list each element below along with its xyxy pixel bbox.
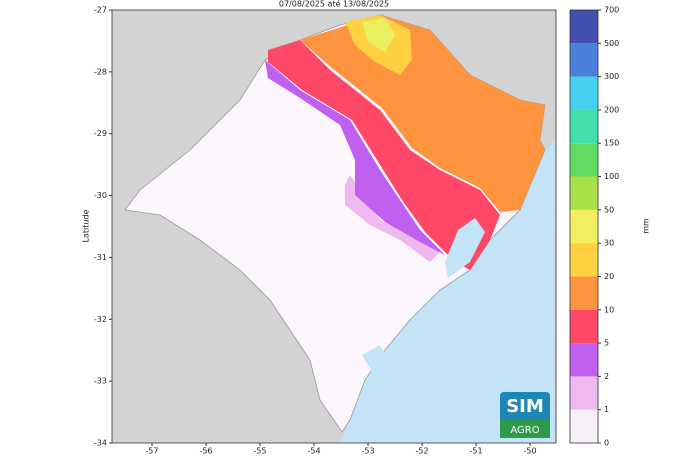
colorbar-segment (570, 309, 598, 344)
colorbar-tick-label: 300 (604, 72, 619, 81)
y-tick-label: -28 (94, 67, 107, 76)
x-tick-label: -52 (416, 447, 429, 455)
colorbar-segment (570, 109, 598, 144)
colorbar-tick-label: 1 (604, 405, 609, 414)
colorbar-segment (570, 76, 598, 110)
y-tick-label: -33 (94, 377, 107, 386)
colorbar-tick-label: 200 (604, 105, 619, 114)
y-tick-label: -34 (94, 439, 107, 448)
map-frame (111, 9, 557, 444)
colorbar-segment (570, 143, 598, 177)
y-tick-label: -30 (94, 191, 107, 200)
y-tick-label: -27 (94, 6, 107, 15)
map-title: 07/08/2025 até 13/08/2025 (279, 0, 389, 9)
colorbar-tick-label: 50 (604, 205, 614, 214)
logo-band (500, 420, 550, 438)
colorbar-segment (570, 376, 598, 410)
x-tick-label: -51 (470, 447, 483, 455)
rain-1-2 (345, 175, 440, 262)
logo-bottom: AGRO (510, 425, 539, 436)
x-tick-label: -53 (361, 447, 374, 455)
colorbar-tick-label: 150 (604, 139, 619, 148)
y-tick-label: -29 (94, 129, 107, 138)
rain-2-5 (265, 60, 445, 255)
rain-30-50 (362, 18, 395, 52)
x-tick-label: -54 (307, 447, 320, 455)
colorbar-tick-label: 10 (604, 305, 614, 314)
colorbar-segment (570, 209, 598, 244)
x-tick-label: -50 (524, 447, 537, 455)
colorbar-tick-label: 100 (604, 172, 619, 181)
colorbar-segment (570, 43, 598, 77)
y-tick-label: -31 (94, 253, 107, 262)
colorbar-segment (570, 176, 598, 210)
y-axis-label: Latitude (82, 209, 91, 242)
colorbar-tick-label: 0 (604, 439, 609, 448)
colorbar-tick-label: 2 (604, 372, 609, 381)
map-area (112, 10, 556, 443)
colorbar-segment (570, 10, 598, 44)
logo-top: SIM (506, 396, 544, 417)
x-tick-label: -56 (199, 447, 212, 455)
colorbar-tick-label: 700 (604, 6, 619, 15)
lagoon (445, 218, 485, 278)
y-tick-label: -32 (94, 315, 107, 324)
x-tick-label: -55 (253, 447, 266, 455)
lagoon (362, 345, 388, 372)
colorbar-tick-label: 30 (604, 239, 614, 248)
rain-10-20 (300, 15, 545, 212)
x-tick-label: -57 (145, 447, 158, 455)
rain-5-10 (268, 40, 500, 270)
colorbar-tick-label: 20 (604, 272, 614, 281)
colorbar-label: mm (642, 218, 651, 234)
colorbar-segment (570, 409, 598, 443)
colorbar-segment (570, 343, 598, 377)
colorbar-segment (570, 243, 598, 277)
colorbar-frame (569, 9, 599, 444)
logo: SIM AGRO (500, 392, 550, 438)
colorbar-segment (570, 276, 598, 310)
colorbar-tick-label: 5 (604, 339, 609, 348)
ocean (340, 140, 556, 443)
colorbar-tick-label: 500 (604, 39, 619, 48)
